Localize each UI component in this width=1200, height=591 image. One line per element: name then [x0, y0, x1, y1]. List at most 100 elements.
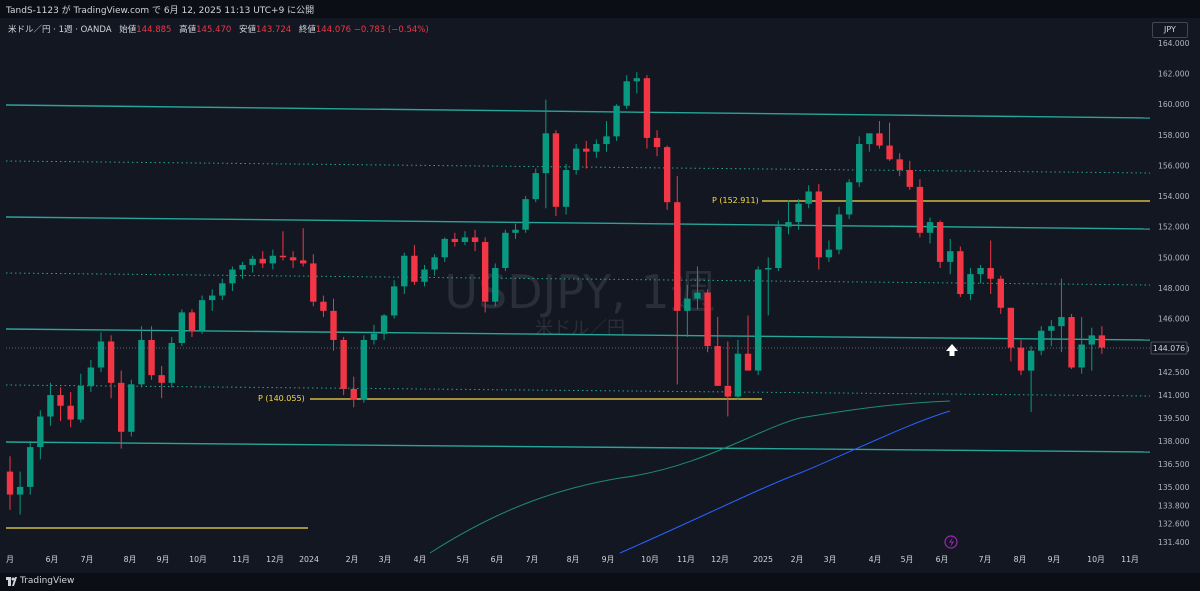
- trend-line-4[interactable]: [5, 441, 1151, 453]
- candle-body[interactable]: [1058, 316, 1065, 327]
- candle-body[interactable]: [765, 268, 772, 270]
- candle-body[interactable]: [724, 385, 732, 397]
- candle-body[interactable]: [259, 258, 266, 264]
- candle-body[interactable]: [704, 292, 711, 347]
- candle-body[interactable]: [27, 447, 34, 487]
- candle-body[interactable]: [754, 269, 762, 371]
- candle-body[interactable]: [481, 241, 489, 302]
- candle-body[interactable]: [552, 133, 560, 207]
- candle-body[interactable]: [269, 255, 277, 264]
- candle-body[interactable]: [219, 283, 226, 296]
- candle-body[interactable]: [957, 251, 964, 295]
- candle-body[interactable]: [87, 367, 95, 386]
- candle-body[interactable]: [876, 133, 883, 146]
- tradingview-logo-icon[interactable]: [6, 577, 17, 586]
- candle-body[interactable]: [835, 214, 843, 250]
- candle-body[interactable]: [289, 257, 297, 261]
- candle-body[interactable]: [77, 385, 84, 420]
- candle-body[interactable]: [310, 263, 317, 302]
- candle-body[interactable]: [57, 395, 64, 406]
- candle-body[interactable]: [461, 237, 469, 242]
- chart-frame[interactable]: USDJPY, 1週 米ドル／円 P (140.055) P (152.911) 164…: [0, 18, 1200, 573]
- candle-body[interactable]: [401, 255, 408, 287]
- candle-body[interactable]: [572, 148, 580, 171]
- candle-body[interactable]: [1048, 326, 1055, 331]
- candle-body[interactable]: [967, 274, 974, 295]
- candle-body[interactable]: [209, 295, 216, 301]
- candle-body[interactable]: [451, 238, 459, 242]
- candle-body[interactable]: [633, 78, 641, 82]
- last-price-badge[interactable]: [1150, 341, 1188, 355]
- candle-body[interactable]: [795, 203, 802, 223]
- candle-body[interactable]: [340, 339, 347, 389]
- candle-body[interactable]: [896, 159, 903, 171]
- candle-body[interactable]: [360, 339, 368, 400]
- candle-body[interactable]: [390, 286, 398, 316]
- candle-body[interactable]: [168, 343, 175, 383]
- candle-body[interactable]: [107, 341, 115, 383]
- candle-body[interactable]: [886, 145, 893, 160]
- candle-body[interactable]: [623, 81, 630, 106]
- candle-body[interactable]: [936, 222, 944, 262]
- moving-average-short[interactable]: [429, 400, 951, 554]
- candle-body[interactable]: [229, 269, 236, 284]
- brand-name[interactable]: TradingView: [20, 576, 75, 586]
- candle-body[interactable]: [37, 416, 44, 448]
- candle-body[interactable]: [380, 315, 388, 334]
- candle-body[interactable]: [562, 170, 570, 207]
- candle-body[interactable]: [583, 148, 590, 152]
- candle-body[interactable]: [1068, 316, 1075, 368]
- candle-body[interactable]: [674, 202, 681, 311]
- candle-body[interactable]: [320, 301, 327, 311]
- lightning-icon[interactable]: [944, 535, 958, 549]
- moving-average-long[interactable]: [619, 410, 951, 554]
- currency-button[interactable]: JPY: [1152, 22, 1188, 38]
- price-axis[interactable]: [1150, 18, 1200, 554]
- candle-body[interactable]: [815, 191, 822, 258]
- candle-body[interactable]: [663, 147, 671, 203]
- candle-body[interactable]: [1007, 307, 1015, 348]
- candle-body[interactable]: [249, 258, 256, 265]
- candle-body[interactable]: [502, 232, 509, 269]
- candle-body[interactable]: [714, 346, 721, 386]
- candle-body[interactable]: [997, 278, 1004, 308]
- candle-body[interactable]: [350, 388, 357, 400]
- candle-body[interactable]: [906, 170, 913, 187]
- candle-body[interactable]: [744, 353, 752, 371]
- candle-body[interactable]: [1038, 330, 1045, 351]
- candle-body[interactable]: [593, 144, 600, 152]
- candle-body[interactable]: [785, 222, 792, 227]
- candle-body[interactable]: [684, 298, 691, 311]
- candle-body[interactable]: [47, 395, 54, 417]
- candle-body[interactable]: [138, 339, 145, 385]
- candle-body[interactable]: [1027, 350, 1035, 371]
- candle-body[interactable]: [522, 199, 529, 230]
- candle-body[interactable]: [694, 292, 701, 299]
- candle-body[interactable]: [916, 186, 924, 233]
- candle-body[interactable]: [856, 144, 863, 183]
- candle-body[interactable]: [188, 312, 196, 331]
- candle-body[interactable]: [471, 237, 479, 242]
- candle-body[interactable]: [977, 268, 984, 275]
- candle-body[interactable]: [987, 268, 994, 279]
- candle-body[interactable]: [926, 222, 934, 233]
- candle-body[interactable]: [613, 105, 620, 137]
- candle-body[interactable]: [6, 471, 14, 495]
- candle-body[interactable]: [947, 251, 954, 262]
- candle-body[interactable]: [1088, 335, 1095, 345]
- candle-body[interactable]: [492, 268, 499, 302]
- candle-body[interactable]: [431, 257, 438, 270]
- candle-body[interactable]: [1098, 335, 1106, 348]
- candle-body[interactable]: [158, 375, 165, 383]
- candle-body[interactable]: [643, 78, 651, 138]
- candle-body[interactable]: [330, 310, 337, 340]
- candle-body[interactable]: [370, 333, 378, 340]
- candle-body[interactable]: [97, 341, 105, 368]
- candle-body[interactable]: [128, 384, 135, 432]
- candle-body[interactable]: [805, 191, 812, 204]
- trend-line-2[interactable]: [5, 216, 1151, 230]
- candle-body[interactable]: [512, 229, 519, 233]
- candle-body[interactable]: [198, 300, 206, 331]
- candle-body[interactable]: [67, 405, 74, 420]
